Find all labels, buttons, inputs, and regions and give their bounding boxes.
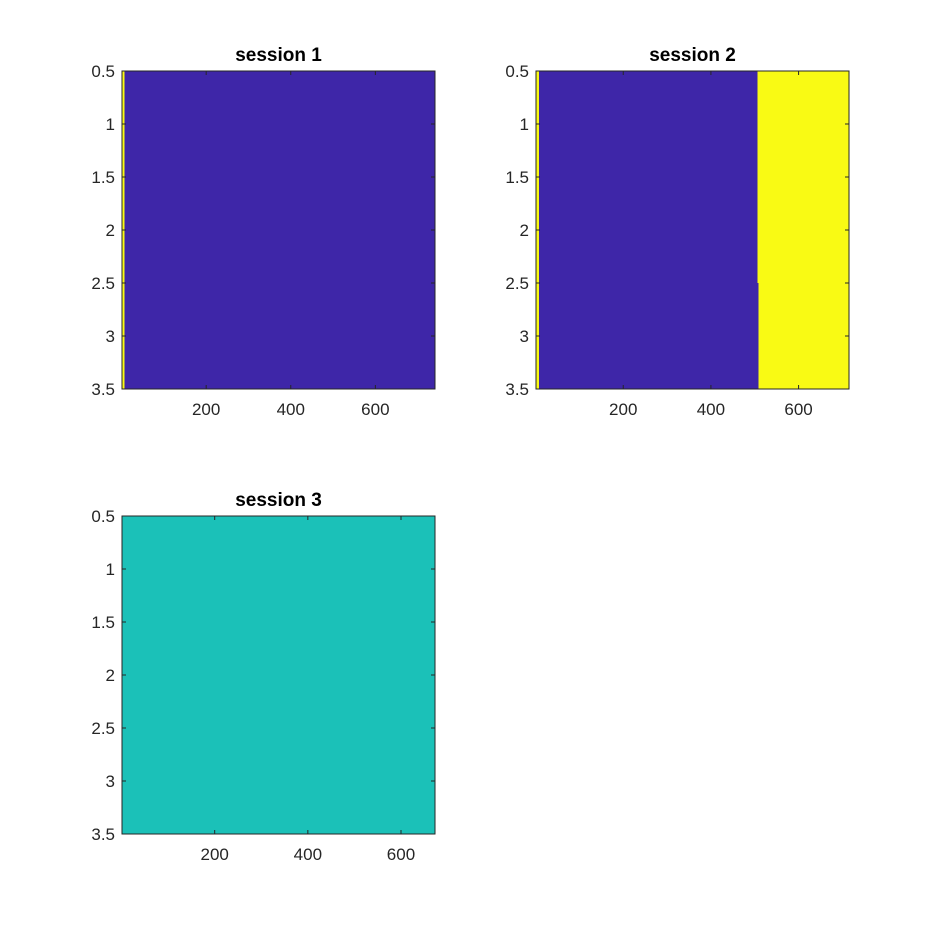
y-tick-label: 0.5 [91, 507, 115, 526]
y-tick-label: 2.5 [91, 719, 115, 738]
y-tick-label: 1.5 [91, 168, 115, 187]
y-tick-label: 3.5 [91, 380, 115, 399]
session-1-panel: session 1 200 400 600 0.5 1 1.5 2 2.5 3 3.5 [91, 45, 436, 419]
y-tick-label: 2.5 [505, 274, 529, 293]
x-tick-label: 400 [277, 400, 305, 419]
heatmap-region-3 [757, 71, 849, 283]
y-tick-label: 2 [106, 666, 115, 685]
heatmap-region-0 [122, 516, 435, 834]
x-tick-label: 200 [609, 400, 637, 419]
y-tick-label: 3 [106, 327, 115, 346]
y-tick-label: 1.5 [91, 613, 115, 632]
session-2-panel: session 2 200 400 600 0.5 1 1.5 2 2.5 3 3.5 [505, 45, 850, 419]
y-tick-label: 3 [520, 327, 529, 346]
y-tick-label: 3 [106, 772, 115, 791]
y-tick-label: 1.5 [505, 168, 529, 187]
x-tick-label: 400 [697, 400, 725, 419]
y-tick-label: 1 [106, 560, 115, 579]
chart-title: session 1 [235, 45, 322, 66]
y-tick-label: 2 [106, 221, 115, 240]
chart-title: session 2 [649, 45, 736, 66]
x-tick-label: 600 [387, 845, 415, 864]
x-tick-label: 400 [294, 845, 322, 864]
x-tick-label: 200 [201, 845, 229, 864]
session-3-panel: session 3 200 400 600 0.5 1 1.5 2 2.5 3 3.5 [91, 490, 436, 864]
chart-title: session 3 [235, 490, 322, 511]
x-tick-label: 600 [784, 400, 812, 419]
heatmap-region-4 [758, 283, 849, 389]
heatmap-region-1 [539, 71, 758, 283]
y-tick-label: 1 [520, 115, 529, 134]
y-tick-label: 2 [520, 221, 529, 240]
heatmap-region-2 [539, 283, 759, 389]
y-tick-label: 1 [106, 115, 115, 134]
y-tick-label: 3.5 [505, 380, 529, 399]
heatmap-region-1 [124, 71, 435, 389]
x-tick-label: 200 [192, 400, 220, 419]
y-tick-label: 0.5 [91, 62, 115, 81]
y-tick-label: 3.5 [91, 825, 115, 844]
y-tick-label: 2.5 [91, 274, 115, 293]
x-tick-label: 600 [361, 400, 389, 419]
y-tick-label: 0.5 [505, 62, 529, 81]
